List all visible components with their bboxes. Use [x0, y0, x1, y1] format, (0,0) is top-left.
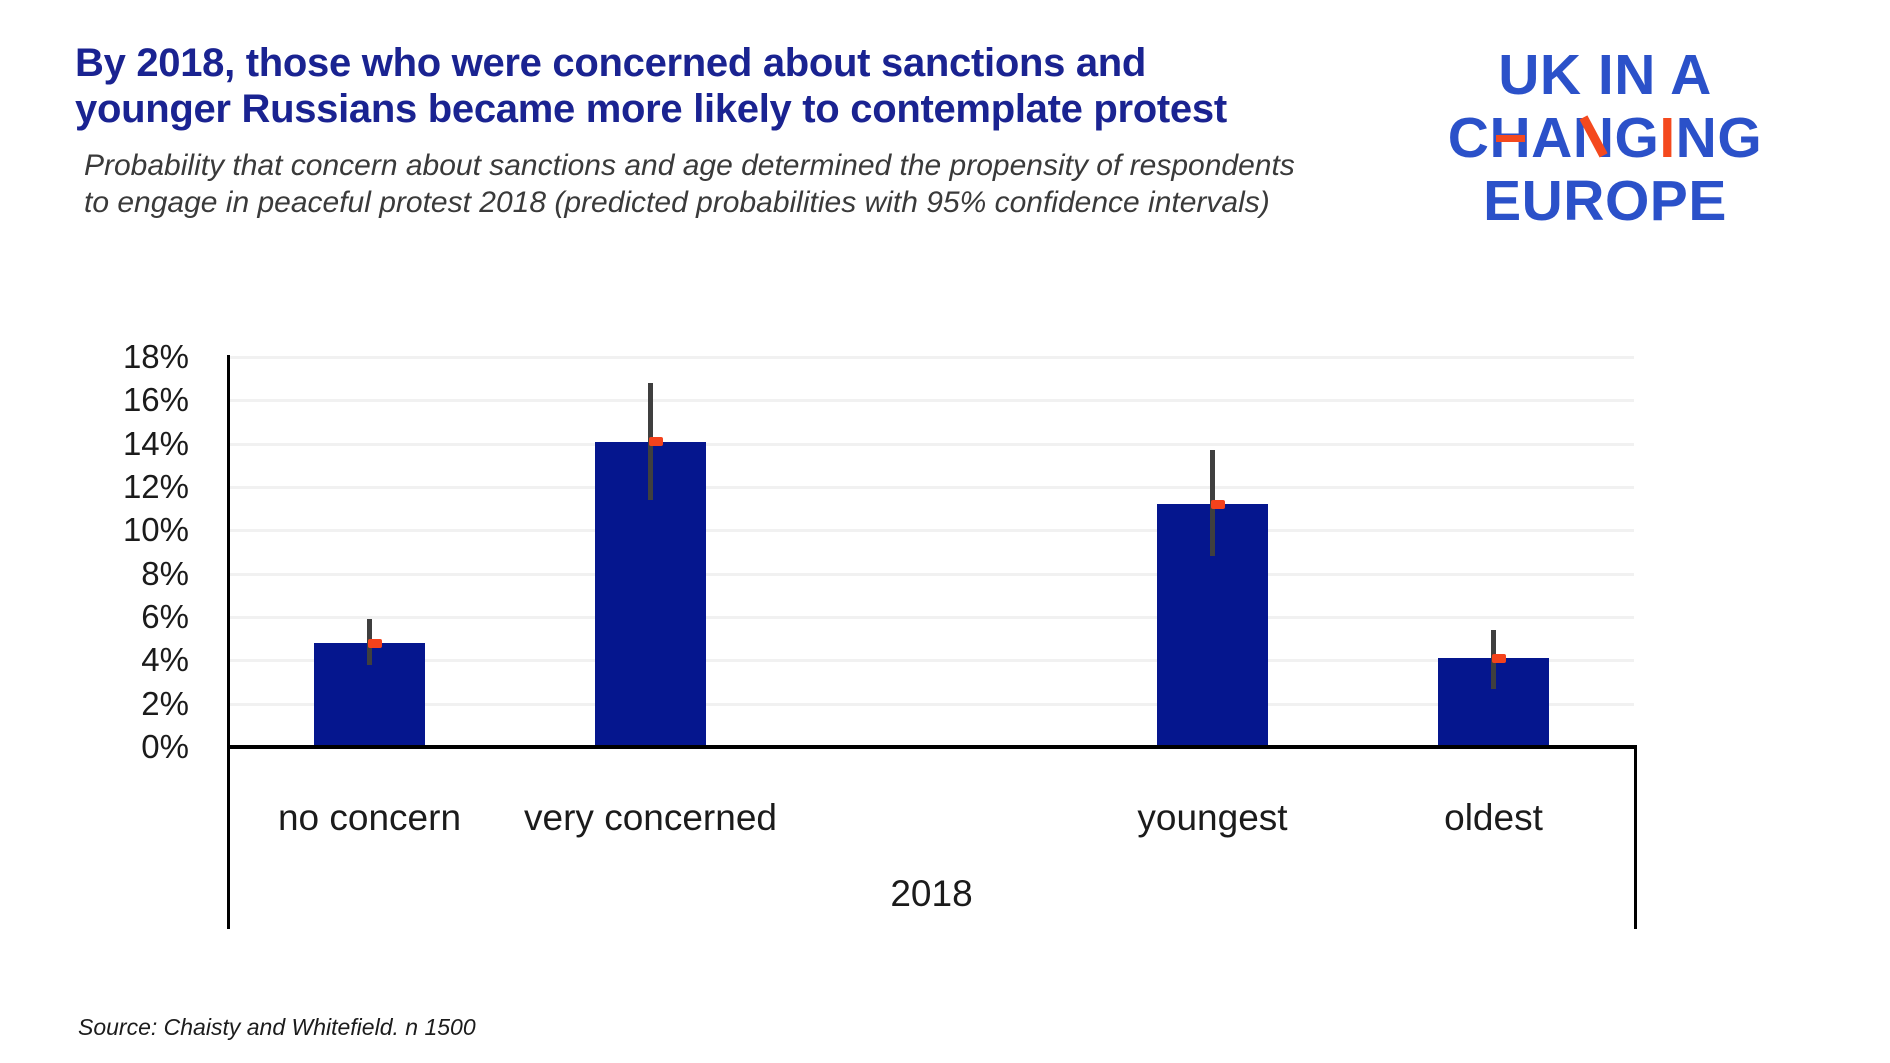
logo-line-uk-in-a: UK IN A — [1498, 43, 1712, 107]
source-note: Source: Chaisty and Whitefield. n 1500 — [78, 1014, 476, 1040]
subtitle-line-2: to engage in peaceful protest 2018 (pred… — [84, 186, 1270, 219]
point-marker-no-concern — [367, 638, 382, 648]
y-axis-line — [227, 355, 230, 929]
subtitle-line-1: Probability that concern about sanctions… — [84, 149, 1295, 182]
point-marker-youngest — [1210, 499, 1225, 509]
y-tick-16: 16% — [122, 381, 189, 419]
logo-letter-g: G — [1717, 106, 1763, 170]
point-marker-very-concerned — [648, 437, 663, 446]
logo-letter-g: G — [1614, 106, 1660, 170]
title-line-1: By 2018, those who were concerned about … — [75, 41, 1147, 85]
y-tick-6: 6% — [141, 598, 189, 635]
gridline-12 — [229, 486, 1634, 489]
gridline-6 — [229, 616, 1634, 619]
gridline-16 — [229, 399, 1634, 403]
category-area-right-border — [1634, 745, 1637, 929]
y-tick-0: 0% — [141, 728, 189, 765]
logo-letter-a: A — [1531, 106, 1573, 170]
logo-letter-c: C — [1447, 106, 1490, 170]
y-tick-8: 8% — [141, 554, 189, 592]
point-marker-oldest — [1491, 653, 1506, 663]
x-label-youngest: youngest — [1137, 797, 1288, 838]
gridline-4 — [229, 659, 1634, 663]
gridline-8 — [229, 572, 1634, 576]
y-tick-18: 18% — [122, 338, 189, 375]
y-tick-12: 12% — [122, 468, 189, 505]
gridline-14 — [229, 442, 1634, 446]
logo-letter-n: N — [1675, 106, 1718, 170]
logo-letter-i-orange-accent: I — [1659, 106, 1676, 170]
x-label-very-concerned: very concerned — [524, 797, 777, 838]
gridline-18 — [229, 356, 1634, 359]
page-title: By 2018, those who were concerned about … — [75, 40, 1227, 132]
logo-line-europe: EUROPE — [1483, 169, 1727, 233]
y-tick-10: 10% — [122, 511, 189, 549]
gridline-2 — [229, 702, 1634, 706]
x-axis-line — [227, 745, 1637, 749]
logo-line-changing: CHANGING — [1385, 107, 1825, 170]
logo-letter-h-orange-accent: H — [1489, 106, 1532, 170]
x-label-no-concern: no concern — [277, 797, 462, 838]
logo-letter-n-orange-accent: N — [1573, 107, 1615, 170]
x-group-label: 2018 — [890, 873, 973, 914]
chart-subtitle: Probability that concern about sanctions… — [84, 147, 1295, 221]
logo-crossbar-accent — [1495, 134, 1525, 143]
y-tick-2: 2% — [141, 684, 189, 722]
y-tick-14: 14% — [122, 424, 189, 462]
gridline-10 — [229, 529, 1634, 533]
y-tick-4: 4% — [141, 641, 189, 679]
uk-in-a-changing-europe-logo: UK IN A CHANGING EUROPE — [1385, 44, 1825, 233]
x-label-oldest: oldest — [1444, 797, 1543, 838]
title-line-2: younger Russians became more likely to c… — [75, 87, 1227, 131]
